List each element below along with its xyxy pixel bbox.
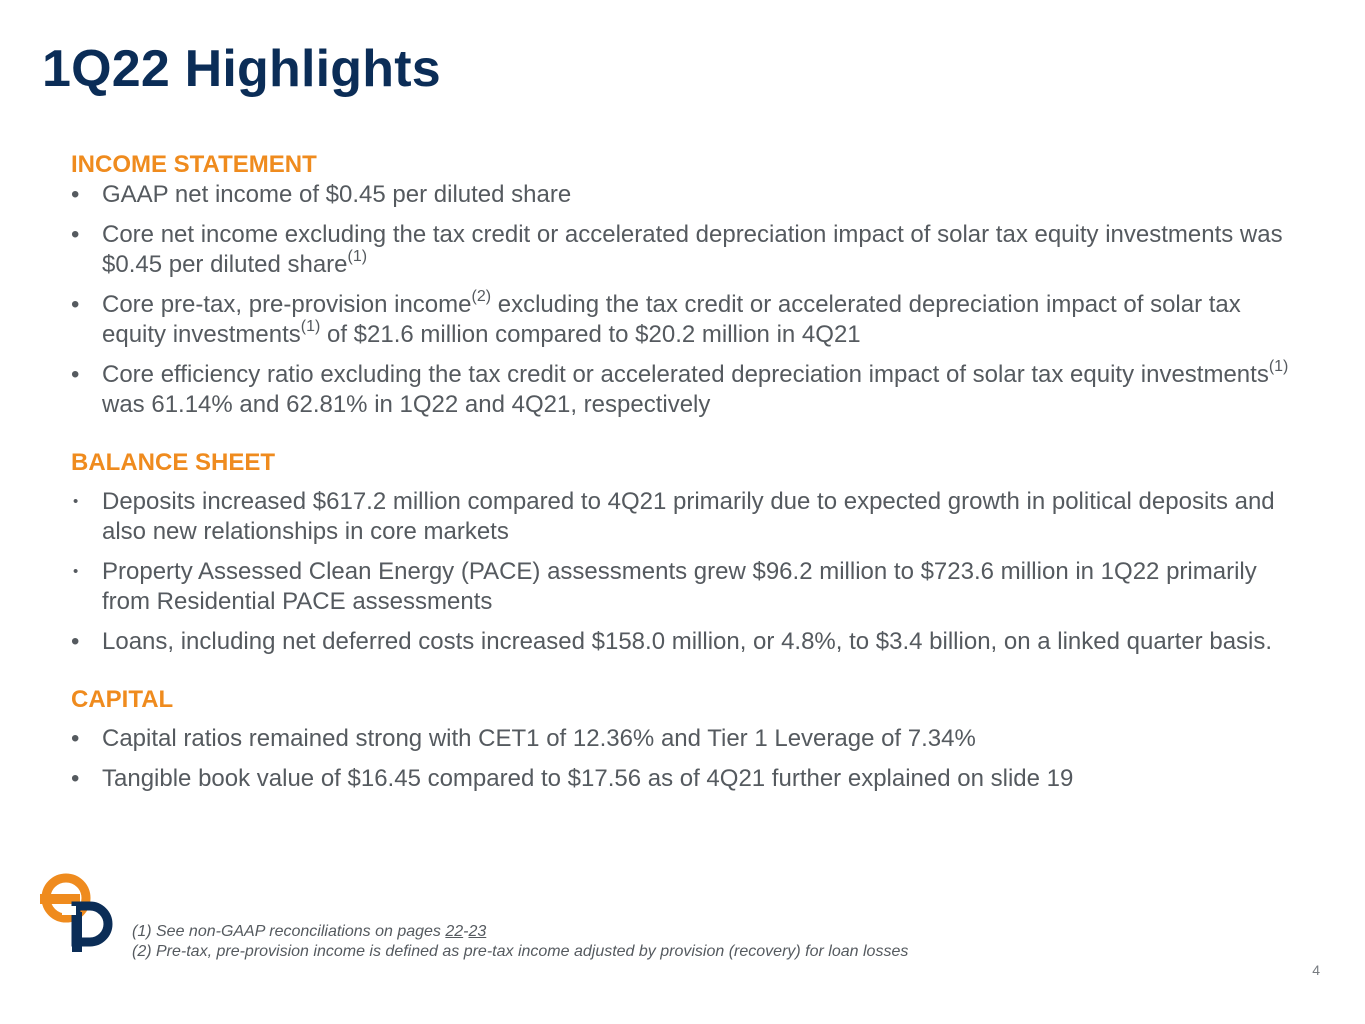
capital-list: Capital ratios remained strong with CET1…: [71, 724, 1301, 794]
footnote-2: (2) Pre-tax, pre-provision income is def…: [132, 943, 909, 960]
list-item: Core net income excluding the tax credit…: [71, 220, 1301, 280]
list-item: Deposits increased $617.2 million compar…: [71, 487, 1301, 547]
list-item: GAAP net income of $0.45 per diluted sha…: [71, 180, 1301, 210]
footnote-ref: (2): [471, 288, 492, 305]
footnote-1: (1) See non-GAAP reconciliations on page…: [132, 923, 487, 940]
list-item: Tangible book value of $16.45 compared t…: [71, 764, 1301, 794]
income-statement-heading: INCOME STATEMENT: [71, 151, 317, 178]
capital-heading: CAPITAL: [71, 686, 174, 713]
page-number: 4: [1312, 962, 1320, 978]
slide-title: 1Q22 Highlights: [42, 40, 441, 98]
balance-sheet-section: BALANCE SHEET Deposits increased $617.2 …: [71, 448, 1301, 657]
list-item: Capital ratios remained strong with CET1…: [71, 724, 1301, 754]
income-statement-list: GAAP net income of $0.45 per diluted sha…: [71, 180, 1301, 420]
balance-sheet-list: Deposits increased $617.2 million compar…: [71, 487, 1301, 657]
page-link-23[interactable]: 23: [468, 923, 487, 940]
highlights-content: INCOME STATEMENT GAAP net income of $0.4…: [71, 150, 1301, 812]
company-logo-icon: [40, 873, 113, 952]
list-item: Property Assessed Clean Energy (PACE) as…: [71, 557, 1301, 617]
balance-sheet-heading: BALANCE SHEET: [71, 449, 276, 476]
list-item: Core pre-tax, pre-provision income(2) ex…: [71, 288, 1301, 350]
footnote-ref: (1): [347, 248, 368, 265]
page-link-22[interactable]: 22: [445, 923, 464, 940]
footnotes: (1) See non-GAAP reconciliations on page…: [132, 922, 908, 962]
footnote-ref: (1): [300, 318, 321, 335]
capital-section: CAPITAL Capital ratios remained strong w…: [71, 685, 1301, 794]
income-statement-section: INCOME STATEMENT GAAP net income of $0.4…: [71, 150, 1301, 420]
footnote-ref: (1): [1268, 358, 1289, 375]
list-item: Core efficiency ratio excluding the tax …: [71, 358, 1301, 420]
list-item: Loans, including net deferred costs incr…: [71, 627, 1301, 657]
